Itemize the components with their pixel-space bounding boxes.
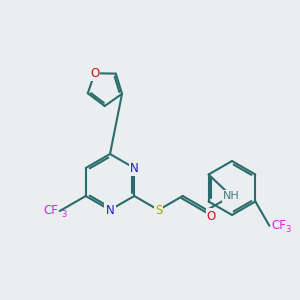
Text: O: O [207, 210, 216, 223]
Text: N: N [130, 161, 139, 175]
Text: CF: CF [272, 219, 286, 232]
Text: NH: NH [223, 191, 240, 201]
Text: 3: 3 [62, 210, 67, 219]
Text: CF: CF [43, 205, 58, 218]
Text: S: S [155, 203, 162, 217]
Text: 3: 3 [285, 225, 291, 234]
Text: O: O [90, 67, 99, 80]
Text: N: N [106, 203, 114, 217]
